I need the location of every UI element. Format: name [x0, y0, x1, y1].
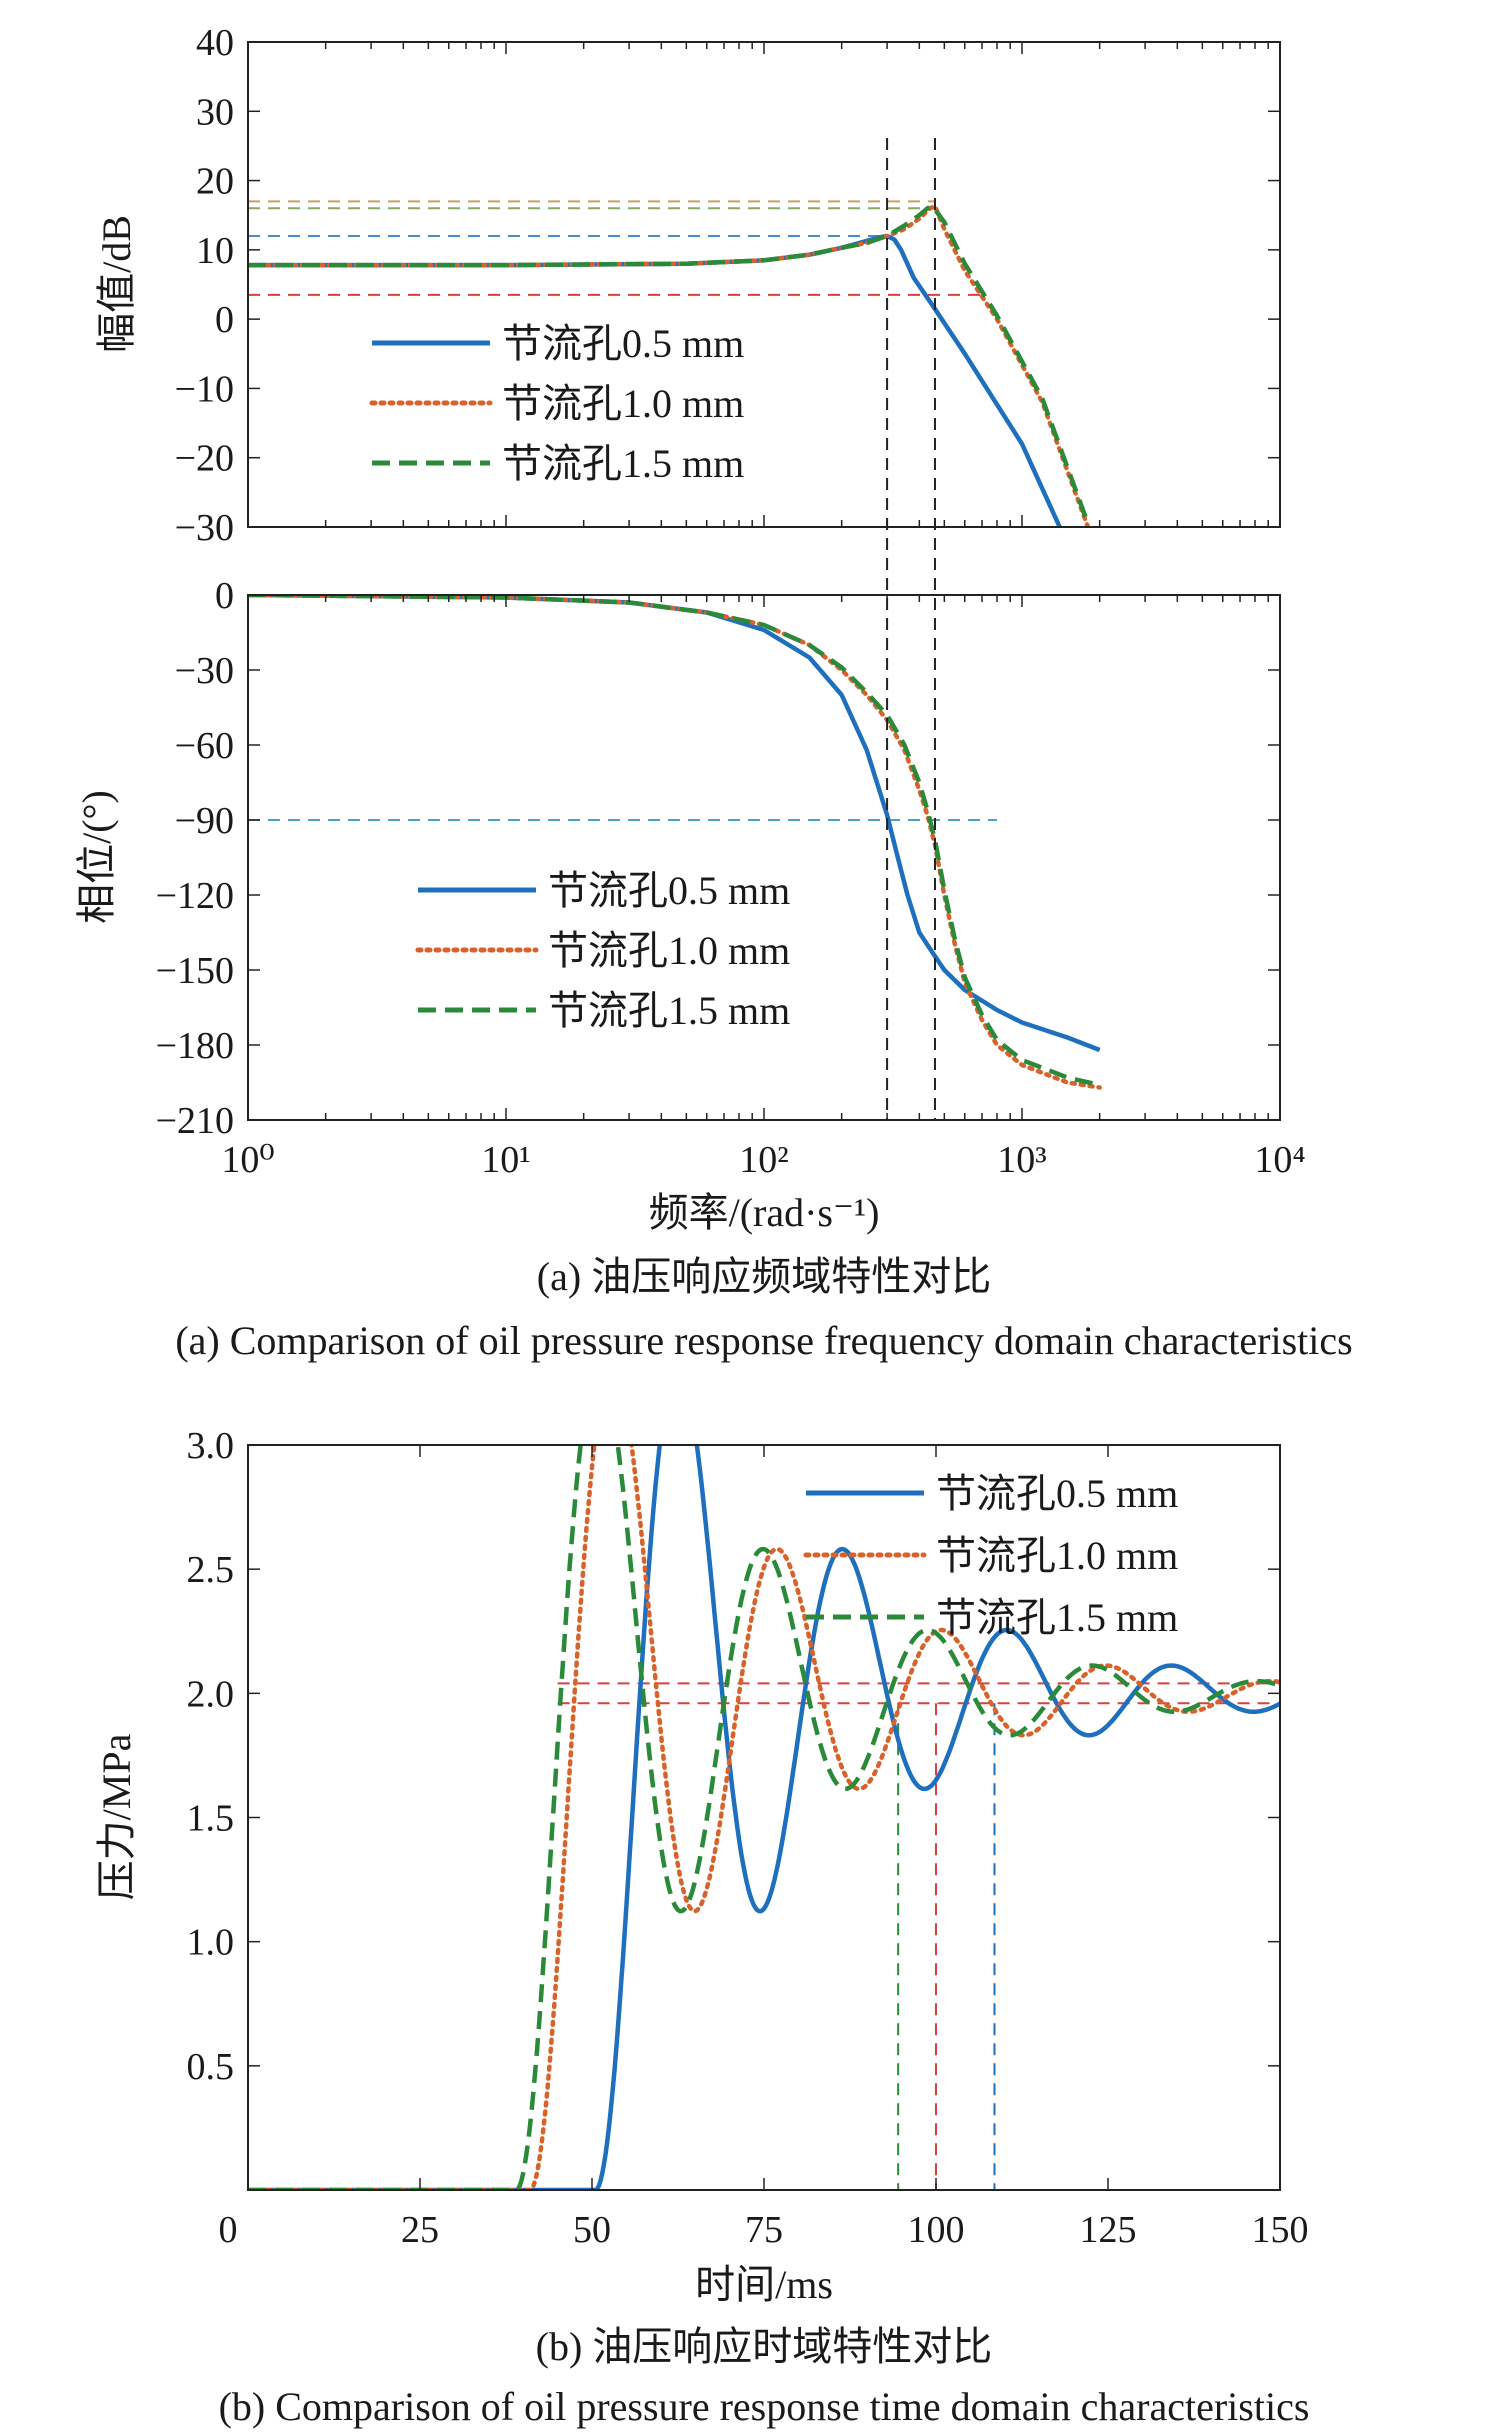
- phase-yticks: −210 −180 −150 −120 −90 −60 −30 0: [156, 575, 1280, 1142]
- phase-ylabel: 相位/(°): [74, 790, 119, 924]
- legend-label: 节流孔0.5 mm: [502, 321, 744, 366]
- legend-label: 节流孔0.5 mm: [548, 868, 790, 913]
- x-tick-label: 125: [1080, 2209, 1137, 2251]
- phase-panel: −210−180−150−120−90−60−300 10⁰ 10¹ 10² 10³ 1…: [74, 575, 1306, 1235]
- freq-vertical-refs: [886, 138, 936, 1120]
- y-tick-label: 0: [215, 299, 234, 341]
- y-tick-label: 2.5: [187, 1549, 235, 1591]
- x-tick-label: 25: [401, 2209, 439, 2251]
- legend-label: 节流孔1.5 mm: [502, 441, 744, 486]
- magnitude-panel: −30 −20 −10 0 10 20 30 40 幅值/dB 节流孔0.5 mm 节流孔1.0…: [94, 22, 1281, 549]
- magnitude-line: [248, 203, 1091, 525]
- y-tick-label: 2.0: [187, 1673, 235, 1715]
- y-tick-label: −120: [156, 875, 234, 917]
- pressure-line: [248, 1445, 1280, 2190]
- time-grid-refs: [557, 1682, 1280, 2190]
- x-tick-label: 150: [1252, 2209, 1309, 2251]
- magnitude-ylabel: 幅值/dB: [94, 215, 139, 353]
- x-tick-label: 10⁴: [1254, 1139, 1305, 1181]
- caption-a-cn: (a) 油压响应频域特性对比: [537, 1254, 991, 1299]
- phase-frame: [247, 594, 1281, 1121]
- magnitude-legend: 节流孔0.5 mm 节流孔1.0 mm 节流孔1.5 mm: [369, 321, 744, 486]
- y-tick-label: −20: [175, 438, 234, 480]
- magnitude-grid-refs: [248, 200, 983, 296]
- time-ylabel: 压力/MPa: [94, 1733, 139, 1900]
- legend-label: 节流孔1.0 mm: [936, 1533, 1178, 1578]
- caption-a-en: (a) Comparison of oil pressure response …: [175, 1318, 1352, 1363]
- magnitude-series: [248, 203, 1091, 527]
- y-tick-label: 40: [196, 22, 234, 64]
- y-tick-label: 30: [196, 91, 234, 133]
- time-xticks: 0 25 50 75 100 125 150: [219, 1445, 1309, 2251]
- phase-legend: 节流孔0.5 mm 节流孔1.0 mm 节流孔1.5 mm: [415, 868, 790, 1033]
- phase-line: [248, 595, 1101, 1053]
- x-tick-label: 75: [745, 2209, 783, 2251]
- y-tick-label: 0.5: [187, 2046, 235, 2088]
- phase-xticks: 10⁰ 10¹ 10² 10³ 10⁴: [221, 595, 1306, 1181]
- x-tick-label: 0: [219, 2209, 238, 2251]
- y-tick-label: −60: [175, 725, 234, 767]
- time-xlabel: 时间/ms: [695, 2262, 833, 2307]
- y-tick-label: −30: [175, 650, 234, 692]
- x-tick-label: 100: [908, 2209, 965, 2251]
- time-panel: 0.5 1.0 1.5 2.0 2.5 3.0 0 25 50 75 100 125 150 压力/M…: [94, 1425, 1309, 2307]
- y-tick-label: −180: [156, 1025, 234, 1067]
- x-tick-label: 10²: [739, 1139, 788, 1181]
- freq-xlabel: 频率/(rad·s⁻¹): [649, 1190, 880, 1235]
- y-tick-label: −150: [156, 950, 234, 992]
- time-series: [248, 1445, 1280, 2190]
- x-tick-label: 10⁰: [221, 1139, 274, 1181]
- x-tick-label: 50: [573, 2209, 611, 2251]
- y-tick-label: −10: [175, 368, 234, 410]
- y-tick-label: 20: [196, 161, 234, 203]
- legend-label: 节流孔1.5 mm: [936, 1595, 1178, 1640]
- y-tick-label: −30: [175, 507, 234, 549]
- legend-label: 节流孔1.0 mm: [548, 928, 790, 973]
- legend-label: 节流孔1.5 mm: [548, 988, 790, 1033]
- y-tick-label: 1.0: [187, 1922, 235, 1964]
- time-legend: 节流孔0.5 mm 节流孔1.0 mm 节流孔1.5 mm: [803, 1471, 1178, 1640]
- magnitude-yticks: −30 −20 −10 0 10 20 30 40: [175, 22, 1281, 549]
- y-tick-label: −210: [156, 1100, 234, 1142]
- y-tick-label: 1.5: [187, 1798, 235, 1840]
- x-tick-label: 10¹: [481, 1139, 530, 1181]
- phase-line: [248, 595, 1101, 1088]
- y-tick-label: −90: [175, 800, 234, 842]
- phase-series: [248, 595, 1102, 1090]
- pressure-line: [248, 1445, 1280, 2190]
- phase-line: [248, 595, 1102, 1090]
- caption-b-en: (b) Comparison of oil pressure response …: [219, 2384, 1310, 2429]
- pressure-line: [248, 1445, 1280, 2190]
- time-yticks: 0.5 1.0 1.5 2.0 2.5 3.0: [187, 1425, 1280, 2088]
- caption-b-cn: (b) 油压响应时域特性对比: [536, 2324, 993, 2369]
- y-tick-label: 3.0: [187, 1425, 235, 1467]
- y-tick-label: 10: [196, 230, 234, 272]
- legend-label: 节流孔0.5 mm: [936, 1471, 1178, 1516]
- y-tick-label: 0: [215, 575, 234, 617]
- x-tick-label: 10³: [997, 1139, 1046, 1181]
- magnitude-frame: [247, 41, 1281, 528]
- legend-label: 节流孔1.0 mm: [502, 381, 744, 426]
